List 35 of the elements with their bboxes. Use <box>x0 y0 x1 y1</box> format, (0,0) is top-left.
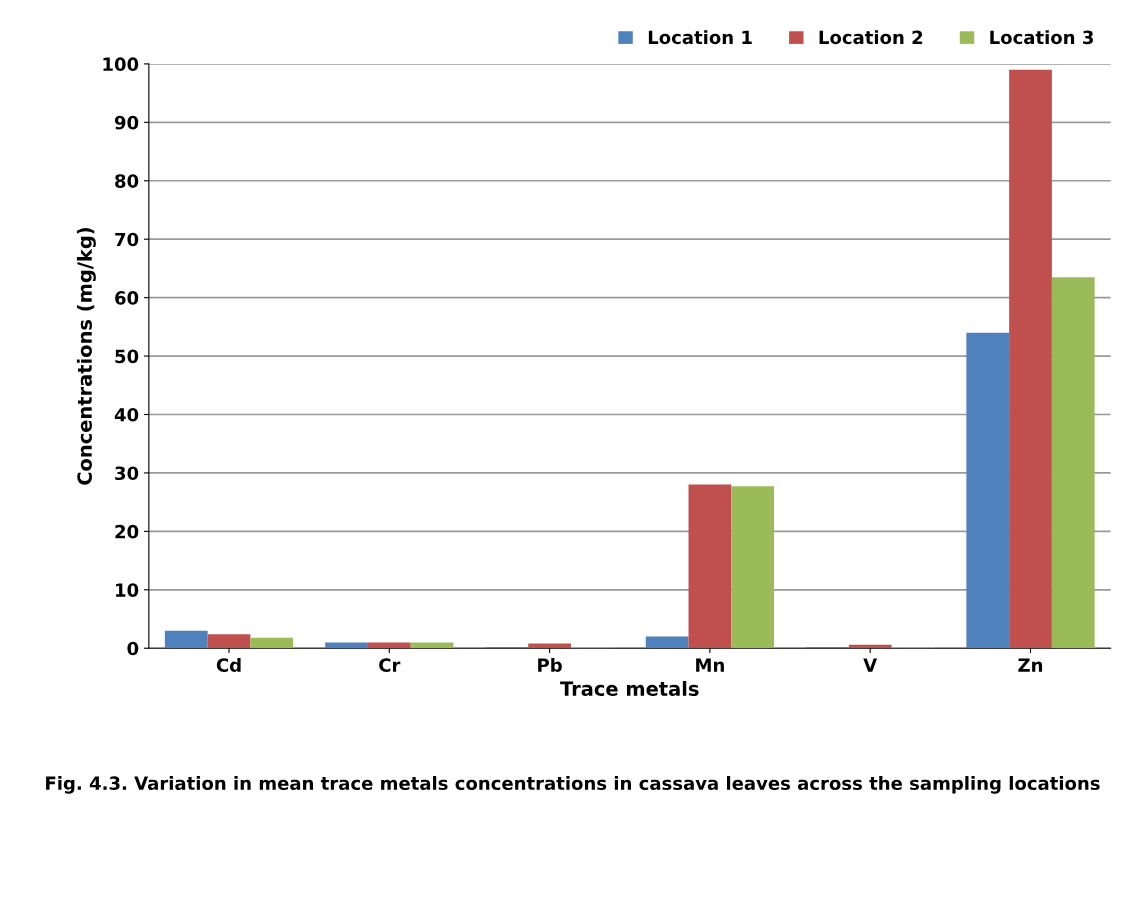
caption: Fig. 4.3. Variation in mean trace metals concentrations in cassava leaves across the sampling locations <box>46 776 1100 794</box>
bar <box>410 642 454 649</box>
bar <box>966 332 1010 649</box>
legend-label: Location 3 <box>990 30 1093 45</box>
bar <box>1009 69 1052 649</box>
x-tick-label: Cr <box>379 658 401 672</box>
y-tick-label: 0 <box>127 641 139 656</box>
legend-label: Location 1 <box>648 30 752 45</box>
bar <box>688 484 732 649</box>
bar <box>731 486 775 649</box>
y-tick-label: 90 <box>114 115 139 130</box>
y-tick-label: 50 <box>115 349 139 364</box>
x-tick-label: V <box>863 658 878 672</box>
y-tick-label: 80 <box>115 174 139 188</box>
bar <box>645 636 689 649</box>
x-tick-label: Mn <box>696 658 724 672</box>
y-tick-label: 20 <box>115 524 139 539</box>
bar <box>164 630 208 649</box>
legend-label: Location 2 <box>819 30 923 45</box>
y-tick-label: 40 <box>114 407 139 422</box>
y-tick-label: 30 <box>115 466 139 481</box>
y-tick-label: 10 <box>116 583 139 597</box>
y-tick-label: 70 <box>115 232 139 247</box>
y-axis-title: Concentrations (mg/kg) <box>76 228 96 485</box>
bar <box>367 642 411 649</box>
bar <box>325 642 368 649</box>
bar <box>1051 277 1095 649</box>
y-tick-label: 100 <box>103 57 139 72</box>
x-tick-label: Pb <box>538 657 562 672</box>
x-tick-label: Cd <box>216 657 241 672</box>
y-tick-label: 60 <box>115 291 139 305</box>
bar <box>250 637 294 649</box>
x-tick-label: Zn <box>1018 658 1043 672</box>
x-axis-title: Trace metals <box>560 680 699 697</box>
bar <box>207 634 251 649</box>
